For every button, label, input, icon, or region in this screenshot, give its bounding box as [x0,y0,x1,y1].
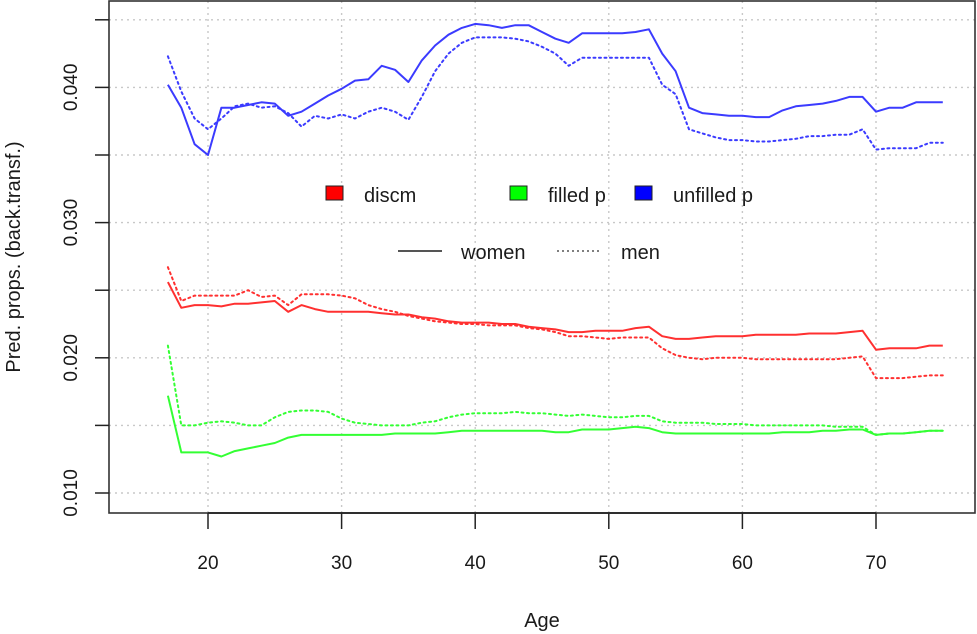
series-line-discm-men [166,266,944,380]
y-tick-label: 0.030 [61,199,82,247]
plot-frame [108,0,976,514]
legend-label: men [621,242,660,264]
legend-swatch-discm [325,185,344,201]
gridlines [109,1,975,513]
series-line-discm-women [167,281,943,351]
x-tick-label: 40 [465,553,486,574]
legend-label: discm [364,185,416,207]
legend-series: discm filled p unfilled p [325,185,753,207]
x-tick-label: 60 [732,553,753,574]
legend-label: unfilled p [673,185,753,207]
x-tick-label: 50 [598,553,619,574]
x-axis: 20 30 40 50 60 70 [197,512,887,574]
x-tick-label: 20 [197,553,218,574]
x-axis-label: Age [524,610,560,632]
legend-swatch-unfilled-p [634,185,653,201]
y-axis: 0.010 0.020 0.030 0.040 [61,19,109,517]
legend-linetype: women men [398,242,660,264]
series-lines [166,22,944,458]
y-axis-label: Pred. props. (back.transf.) [3,141,25,372]
series-line-filled-p-women [166,395,943,458]
x-tick-label: 30 [331,553,352,574]
y-tick-label: 0.020 [61,334,82,382]
series-line-unfilled-p-women [167,22,943,156]
y-tick-label: 0.040 [61,64,82,112]
legend-swatch-filled-p [509,185,528,201]
x-tick-label: 70 [865,553,886,574]
series-line-filled-p-men [166,344,944,436]
legend-label: filled p [548,185,606,207]
series-line-unfilled-p-men [166,36,944,151]
y-tick-label: 0.010 [61,469,82,517]
legend-label: women [460,242,525,264]
